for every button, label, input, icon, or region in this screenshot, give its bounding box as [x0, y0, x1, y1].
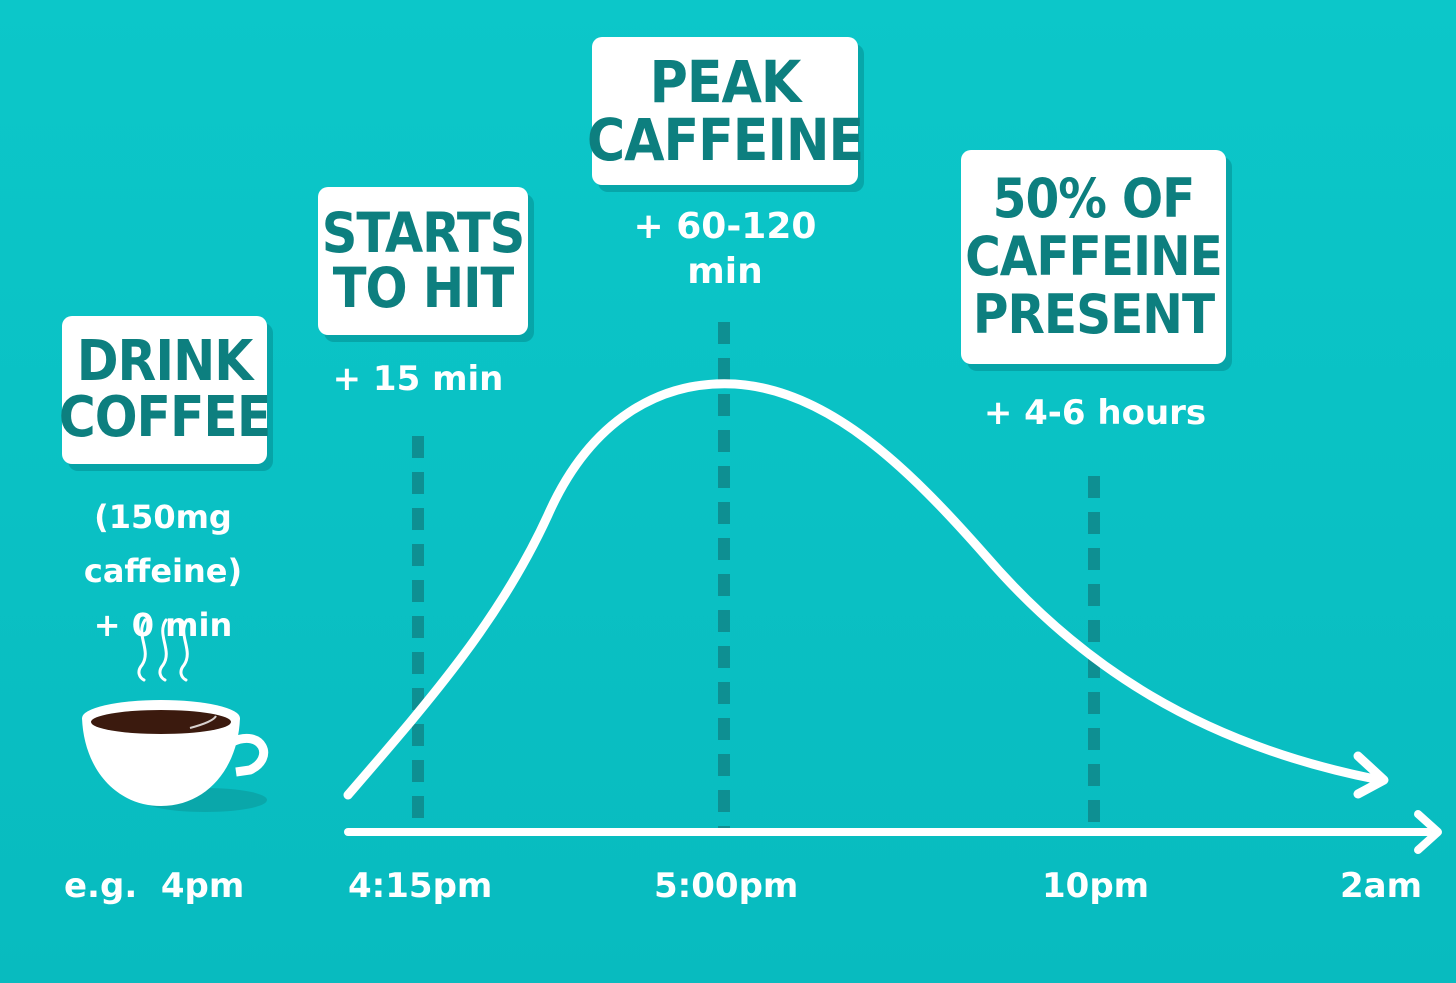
note-drink-coffee: (150mg caffeine) + 0 min: [83, 498, 243, 644]
time-label-peak: 5:00pm: [654, 866, 799, 906]
caffeine-curve: [343, 379, 1385, 800]
note-half-caffeine: + 4-6 hours: [983, 393, 1207, 433]
card-drink-coffee: DRINK COFFEE: [59, 316, 271, 464]
time-label-starts: 4:15pm: [348, 866, 493, 906]
arrow-right-icon: [1414, 810, 1442, 854]
note-starts-to-hit: + 15 min: [332, 359, 504, 399]
card-peak-caffeine-title: PEAK CAFFEINE: [586, 48, 864, 174]
card-half-caffeine-title: 50% OF CAFFEINE PRESENT: [965, 166, 1223, 347]
card-peak-caffeine: PEAK CAFFEINE: [587, 37, 864, 185]
arrowhead-icon: [1353, 751, 1389, 799]
card-half-caffeine: 50% OF CAFFEINE PRESENT: [961, 150, 1226, 364]
card-starts-to-hit-title: STARTS TO HIT: [321, 201, 525, 320]
card-drink-coffee-title: DRINK COFFEE: [58, 329, 271, 450]
card-starts-to-hit: STARTS TO HIT: [318, 187, 528, 335]
coffee-cup-icon: [82, 700, 269, 812]
time-label-start: e.g. 4pm: [64, 866, 245, 906]
steam-icon: [137, 618, 189, 682]
time-label-half: 10pm: [1042, 866, 1150, 906]
time-label-end: 2am: [1340, 866, 1423, 906]
note-peak-caffeine: + 60-120 min: [633, 206, 817, 292]
